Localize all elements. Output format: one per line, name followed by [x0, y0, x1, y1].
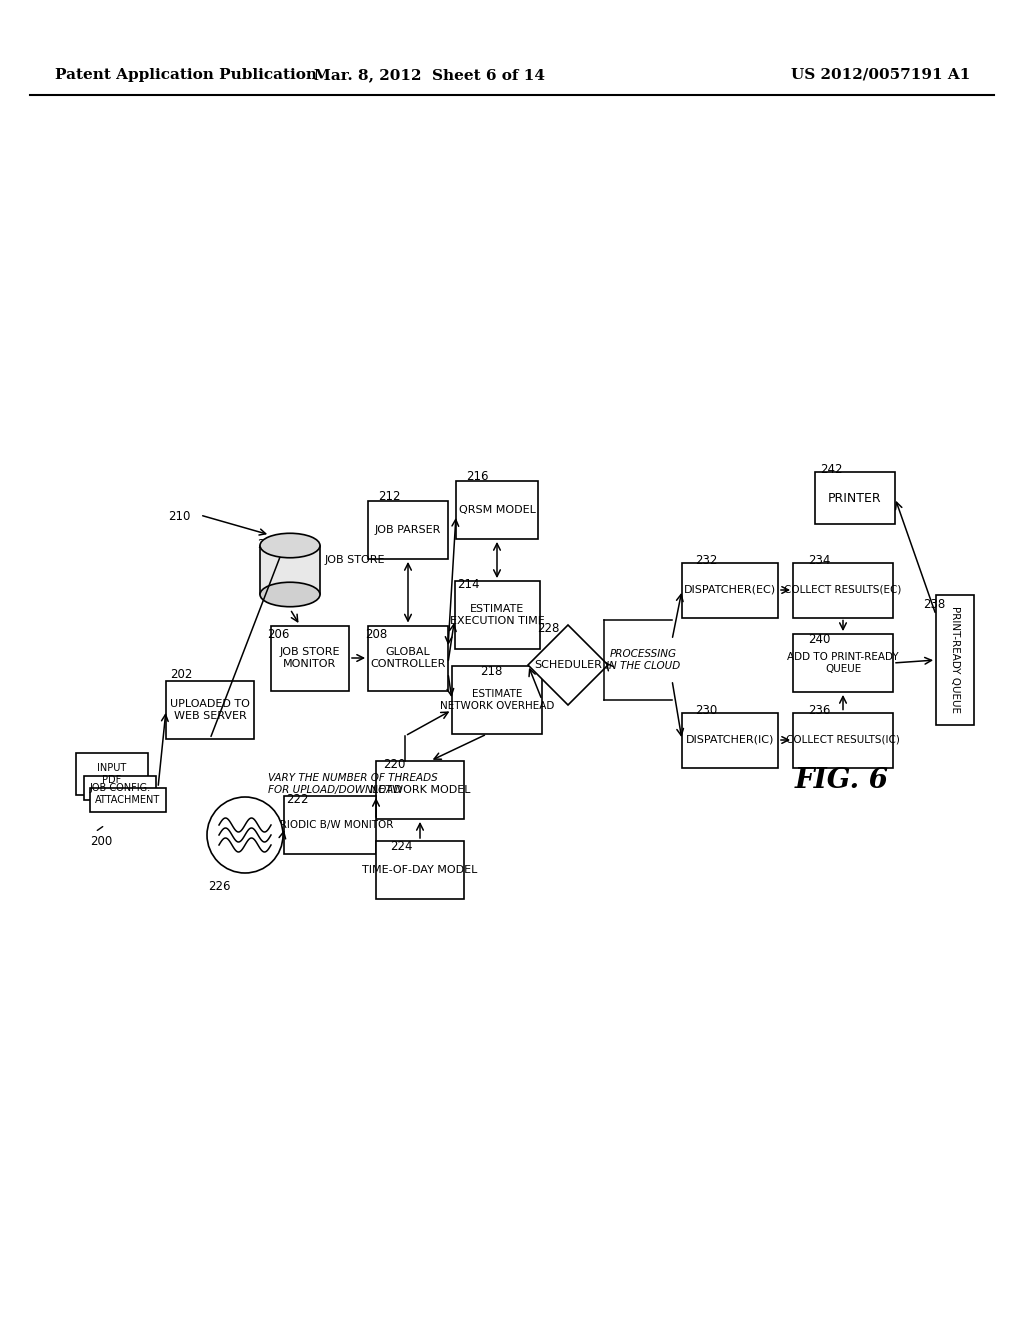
- Text: 240: 240: [808, 634, 830, 645]
- FancyBboxPatch shape: [456, 480, 538, 539]
- Text: DISPATCHER(IC): DISPATCHER(IC): [686, 735, 774, 744]
- Text: 202: 202: [170, 668, 193, 681]
- Text: 226: 226: [208, 880, 230, 894]
- Text: GLOBAL
CONTROLLER: GLOBAL CONTROLLER: [371, 647, 445, 669]
- Text: 214: 214: [457, 578, 479, 591]
- Text: 230: 230: [695, 704, 717, 717]
- Ellipse shape: [260, 582, 319, 607]
- FancyBboxPatch shape: [682, 713, 778, 767]
- Text: 238: 238: [923, 598, 945, 611]
- Text: 208: 208: [365, 628, 387, 642]
- Text: 200: 200: [90, 836, 113, 847]
- Text: Patent Application Publication: Patent Application Publication: [55, 69, 317, 82]
- Text: JOB CONFIG.: JOB CONFIG.: [89, 783, 151, 793]
- FancyBboxPatch shape: [376, 762, 464, 818]
- Circle shape: [207, 797, 283, 873]
- FancyBboxPatch shape: [368, 626, 449, 690]
- Text: 210: 210: [168, 510, 190, 523]
- Text: 218: 218: [480, 665, 503, 678]
- Text: ADD TO PRINT-READY
QUEUE: ADD TO PRINT-READY QUEUE: [787, 652, 899, 673]
- Text: COLLECT RESULTS(EC): COLLECT RESULTS(EC): [784, 585, 902, 595]
- Text: 224: 224: [390, 840, 413, 853]
- Ellipse shape: [260, 533, 319, 558]
- Text: ESTIMATE
EXECUTION TIME: ESTIMATE EXECUTION TIME: [450, 605, 545, 626]
- Text: PRINT-READY QUEUE: PRINT-READY QUEUE: [950, 606, 961, 714]
- FancyBboxPatch shape: [271, 626, 349, 690]
- FancyBboxPatch shape: [815, 473, 895, 524]
- Text: 204: 204: [257, 539, 280, 550]
- Text: TIME-OF-DAY MODEL: TIME-OF-DAY MODEL: [362, 865, 477, 875]
- Text: SCHEDULER: SCHEDULER: [535, 660, 602, 671]
- FancyBboxPatch shape: [452, 667, 542, 734]
- Text: PRINTER: PRINTER: [828, 491, 882, 504]
- Text: 228: 228: [537, 622, 559, 635]
- Text: 236: 236: [808, 704, 830, 717]
- Text: PROCESSING
IN THE CLOUD: PROCESSING IN THE CLOUD: [606, 649, 680, 671]
- FancyBboxPatch shape: [76, 752, 148, 795]
- Text: QRSM MODEL: QRSM MODEL: [459, 506, 536, 515]
- Text: 222: 222: [286, 793, 308, 807]
- Text: COLLECT RESULTS(IC): COLLECT RESULTS(IC): [786, 735, 900, 744]
- FancyBboxPatch shape: [793, 634, 893, 692]
- FancyBboxPatch shape: [84, 776, 156, 800]
- Text: 206: 206: [267, 628, 290, 642]
- FancyBboxPatch shape: [936, 595, 974, 725]
- Text: NETWORK MODEL: NETWORK MODEL: [370, 785, 470, 795]
- Text: FIG. 6: FIG. 6: [795, 767, 889, 793]
- Text: Mar. 8, 2012  Sheet 6 of 14: Mar. 8, 2012 Sheet 6 of 14: [314, 69, 546, 82]
- Text: ATTACHMENT: ATTACHMENT: [95, 795, 161, 805]
- Text: PERIODIC B/W MONITOR: PERIODIC B/W MONITOR: [267, 820, 393, 830]
- Text: US 2012/0057191 A1: US 2012/0057191 A1: [791, 69, 970, 82]
- FancyBboxPatch shape: [90, 788, 166, 812]
- Text: DISPATCHER(EC): DISPATCHER(EC): [684, 585, 776, 595]
- FancyBboxPatch shape: [260, 545, 319, 594]
- Text: 216: 216: [466, 470, 488, 483]
- FancyBboxPatch shape: [376, 841, 464, 899]
- Text: INPUT
PDF: INPUT PDF: [97, 763, 127, 785]
- Polygon shape: [528, 624, 608, 705]
- Text: JOB PARSER: JOB PARSER: [375, 525, 441, 535]
- Text: JOB STORE: JOB STORE: [325, 554, 385, 565]
- FancyBboxPatch shape: [284, 796, 376, 854]
- Text: 220: 220: [383, 758, 406, 771]
- Text: 212: 212: [378, 490, 400, 503]
- FancyBboxPatch shape: [793, 713, 893, 767]
- Text: ESTIMATE
NETWORK OVERHEAD: ESTIMATE NETWORK OVERHEAD: [440, 689, 554, 710]
- FancyBboxPatch shape: [682, 562, 778, 618]
- Text: VARY THE NUMBER OF THREADS
FOR UPLOAD/DOWNLOAD: VARY THE NUMBER OF THREADS FOR UPLOAD/DO…: [268, 774, 437, 795]
- Text: UPLOADED TO
WEB SERVER: UPLOADED TO WEB SERVER: [170, 700, 250, 721]
- Text: JOB STORE
MONITOR: JOB STORE MONITOR: [280, 647, 340, 669]
- Text: 242: 242: [820, 463, 843, 477]
- FancyBboxPatch shape: [368, 502, 449, 558]
- Text: 234: 234: [808, 554, 830, 568]
- FancyBboxPatch shape: [166, 681, 254, 739]
- Text: 232: 232: [695, 554, 718, 568]
- FancyBboxPatch shape: [793, 562, 893, 618]
- FancyBboxPatch shape: [455, 581, 540, 649]
